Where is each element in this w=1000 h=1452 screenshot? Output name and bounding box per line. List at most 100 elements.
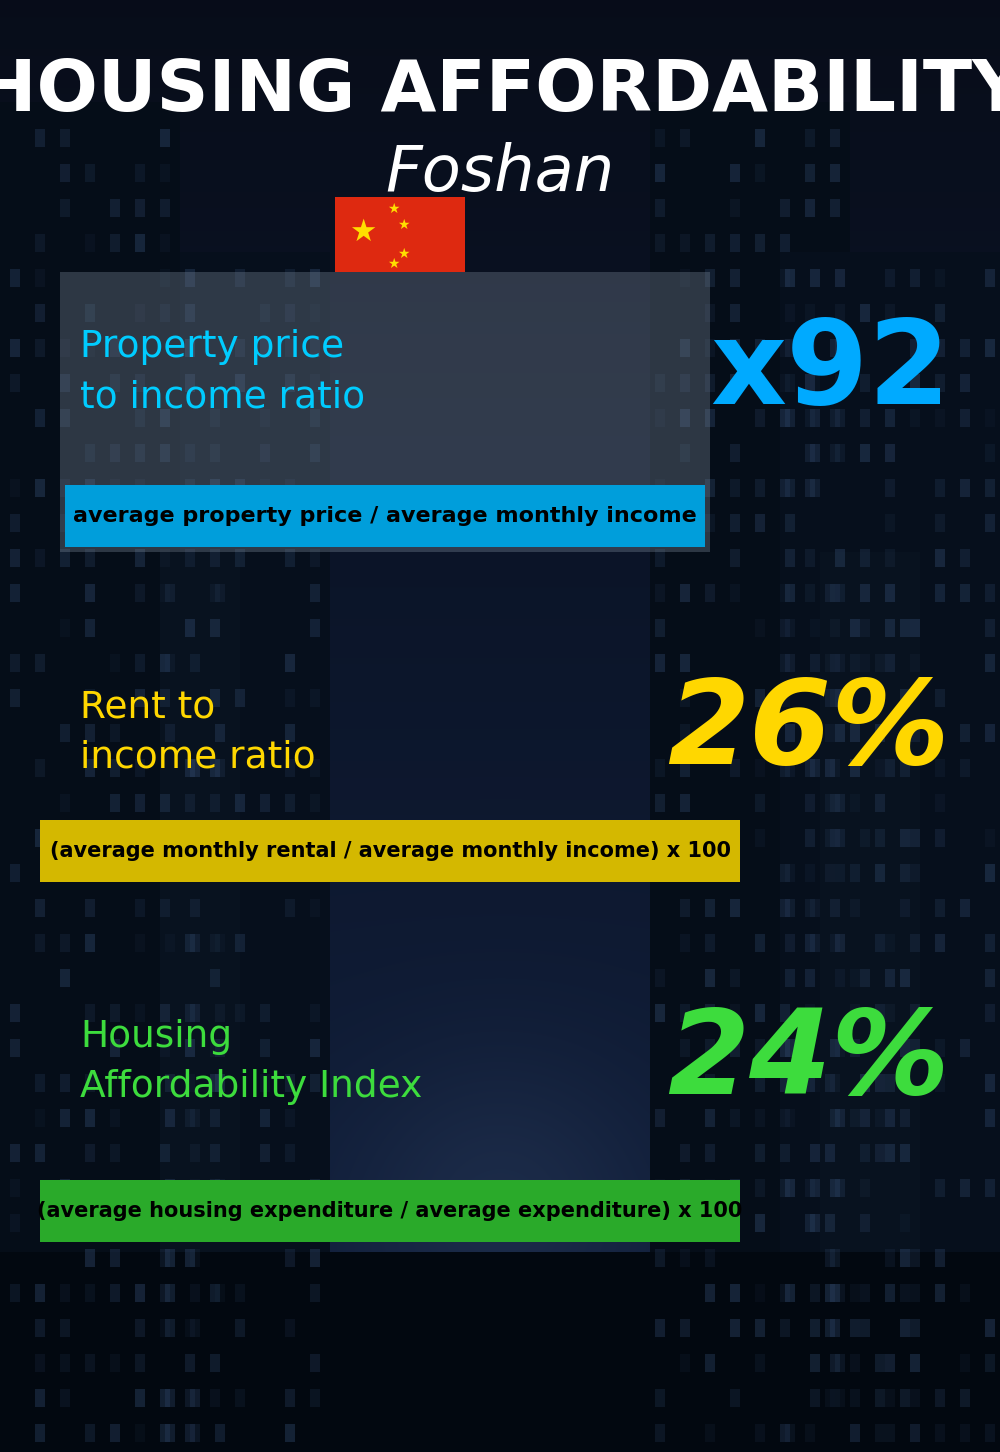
Bar (910, 934, 920, 953)
Bar (310, 899, 320, 918)
Bar (160, 1390, 170, 1407)
Bar (190, 1179, 200, 1196)
Bar (960, 1040, 970, 1057)
Bar (805, 584, 815, 603)
Bar (35, 234, 45, 253)
Bar (875, 653, 885, 672)
Bar (885, 584, 895, 603)
Bar (260, 1074, 270, 1092)
Bar (785, 1179, 795, 1196)
Bar (910, 375, 920, 392)
Bar (730, 1109, 740, 1127)
Bar (910, 619, 920, 637)
Bar (680, 1249, 690, 1268)
Bar (60, 549, 70, 566)
Bar (830, 794, 840, 812)
Bar (215, 1003, 225, 1022)
Bar (190, 1144, 200, 1162)
Bar (85, 444, 95, 462)
Bar (310, 1040, 320, 1057)
Bar (60, 409, 70, 427)
Bar (680, 1318, 690, 1337)
Bar (825, 1214, 835, 1231)
Bar (235, 549, 245, 566)
Bar (730, 899, 740, 918)
Bar (830, 899, 840, 918)
Bar (830, 584, 840, 603)
Bar (900, 619, 910, 637)
Bar (830, 1355, 840, 1372)
Bar (985, 829, 995, 847)
Bar (730, 375, 740, 392)
Bar (310, 338, 320, 357)
Bar (785, 549, 795, 566)
Bar (935, 479, 945, 497)
Bar (185, 1074, 195, 1092)
Bar (110, 829, 120, 847)
Bar (985, 653, 995, 672)
Bar (310, 1179, 320, 1196)
Bar (860, 619, 870, 637)
Bar (755, 409, 765, 427)
Bar (755, 1318, 765, 1337)
Bar (160, 653, 170, 672)
Bar (935, 899, 945, 918)
Bar (160, 899, 170, 918)
Bar (825, 1074, 835, 1092)
Bar (65, 485, 705, 547)
Bar (110, 725, 120, 742)
Bar (160, 199, 170, 216)
Bar (805, 479, 815, 497)
Bar (185, 1003, 195, 1022)
Bar (680, 584, 690, 603)
Bar (680, 444, 690, 462)
Bar (310, 375, 320, 392)
Bar (135, 584, 145, 603)
Bar (850, 1284, 860, 1302)
Bar (910, 338, 920, 357)
Bar (885, 269, 895, 287)
Text: ★: ★ (397, 247, 409, 261)
Bar (235, 794, 245, 812)
Bar (85, 1003, 95, 1022)
Bar (165, 653, 175, 672)
Bar (805, 1214, 815, 1231)
Bar (185, 934, 195, 953)
Bar (900, 759, 910, 777)
Bar (60, 725, 70, 742)
Bar (210, 549, 220, 566)
Bar (705, 1003, 715, 1022)
Bar (310, 794, 320, 812)
Bar (875, 1109, 885, 1127)
Bar (810, 759, 820, 777)
Bar (110, 1003, 120, 1022)
Bar (190, 1424, 200, 1442)
Bar (235, 934, 245, 953)
Bar (850, 619, 860, 637)
Bar (830, 1249, 840, 1268)
Bar (860, 1214, 870, 1231)
Bar (850, 759, 860, 777)
Bar (900, 1109, 910, 1127)
Bar (190, 1390, 200, 1407)
Bar (135, 1355, 145, 1372)
Bar (875, 934, 885, 953)
Bar (160, 584, 170, 603)
Bar (10, 549, 20, 566)
Bar (785, 1284, 795, 1302)
Bar (860, 1144, 870, 1162)
Bar (900, 690, 910, 707)
Bar (285, 479, 295, 497)
Bar (985, 619, 995, 637)
Bar (190, 864, 200, 881)
Bar (680, 1144, 690, 1162)
Text: average property price / average monthly income: average property price / average monthly… (73, 505, 697, 526)
Bar (825, 829, 835, 847)
Bar (60, 1355, 70, 1372)
Text: 24%: 24% (668, 1005, 950, 1119)
Bar (35, 934, 45, 953)
Bar (860, 653, 870, 672)
Bar (135, 1003, 145, 1022)
Bar (850, 1355, 860, 1372)
Bar (680, 1355, 690, 1372)
